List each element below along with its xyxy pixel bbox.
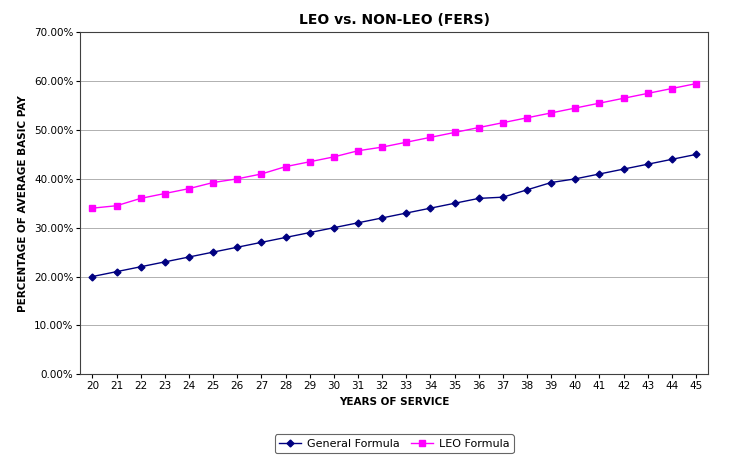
General Formula — [523, 187, 531, 193]
LEO Formula — [691, 81, 700, 86]
General Formula — [571, 176, 580, 182]
General Formula — [305, 230, 314, 235]
LEO Formula — [185, 186, 193, 191]
General Formula — [474, 195, 483, 201]
Y-axis label: PERCENTAGE OF AVERAGE BASIC PAY: PERCENTAGE OF AVERAGE BASIC PAY — [18, 95, 28, 312]
LEO Formula — [281, 164, 290, 170]
LEO Formula — [353, 148, 362, 153]
X-axis label: YEARS OF SERVICE: YEARS OF SERVICE — [339, 397, 450, 407]
LEO Formula — [402, 140, 411, 145]
General Formula — [377, 215, 386, 221]
General Formula — [233, 244, 242, 250]
LEO Formula — [667, 86, 676, 91]
General Formula — [281, 235, 290, 240]
General Formula — [185, 254, 193, 260]
General Formula — [329, 225, 338, 231]
Legend: General Formula, LEO Formula: General Formula, LEO Formula — [274, 434, 514, 454]
General Formula — [619, 166, 628, 172]
Line: General Formula: General Formula — [90, 152, 699, 279]
General Formula — [353, 220, 362, 225]
General Formula — [595, 171, 604, 177]
LEO Formula — [499, 120, 507, 126]
LEO Formula — [112, 203, 121, 208]
LEO Formula — [571, 105, 580, 111]
LEO Formula — [619, 96, 628, 101]
LEO Formula — [377, 144, 386, 150]
Line: LEO Formula: LEO Formula — [90, 81, 699, 211]
General Formula — [667, 157, 676, 162]
General Formula — [112, 269, 121, 274]
General Formula — [547, 180, 556, 185]
General Formula — [450, 201, 459, 206]
LEO Formula — [426, 134, 435, 140]
LEO Formula — [329, 154, 338, 160]
LEO Formula — [257, 171, 266, 177]
LEO Formula — [209, 180, 218, 185]
General Formula — [257, 240, 266, 245]
General Formula — [426, 206, 435, 211]
General Formula — [499, 195, 507, 200]
LEO Formula — [474, 125, 483, 130]
LEO Formula — [547, 110, 556, 116]
General Formula — [643, 161, 652, 167]
General Formula — [402, 210, 411, 216]
LEO Formula — [523, 115, 531, 121]
LEO Formula — [233, 176, 242, 182]
General Formula — [209, 249, 218, 255]
General Formula — [691, 152, 700, 157]
LEO Formula — [161, 191, 169, 196]
Title: LEO vs. NON-LEO (FERS): LEO vs. NON-LEO (FERS) — [299, 13, 490, 27]
LEO Formula — [450, 130, 459, 135]
LEO Formula — [137, 195, 145, 201]
LEO Formula — [595, 100, 604, 106]
General Formula — [137, 264, 145, 269]
General Formula — [161, 259, 169, 265]
LEO Formula — [643, 91, 652, 96]
General Formula — [88, 274, 97, 280]
LEO Formula — [305, 159, 314, 164]
LEO Formula — [88, 206, 97, 211]
